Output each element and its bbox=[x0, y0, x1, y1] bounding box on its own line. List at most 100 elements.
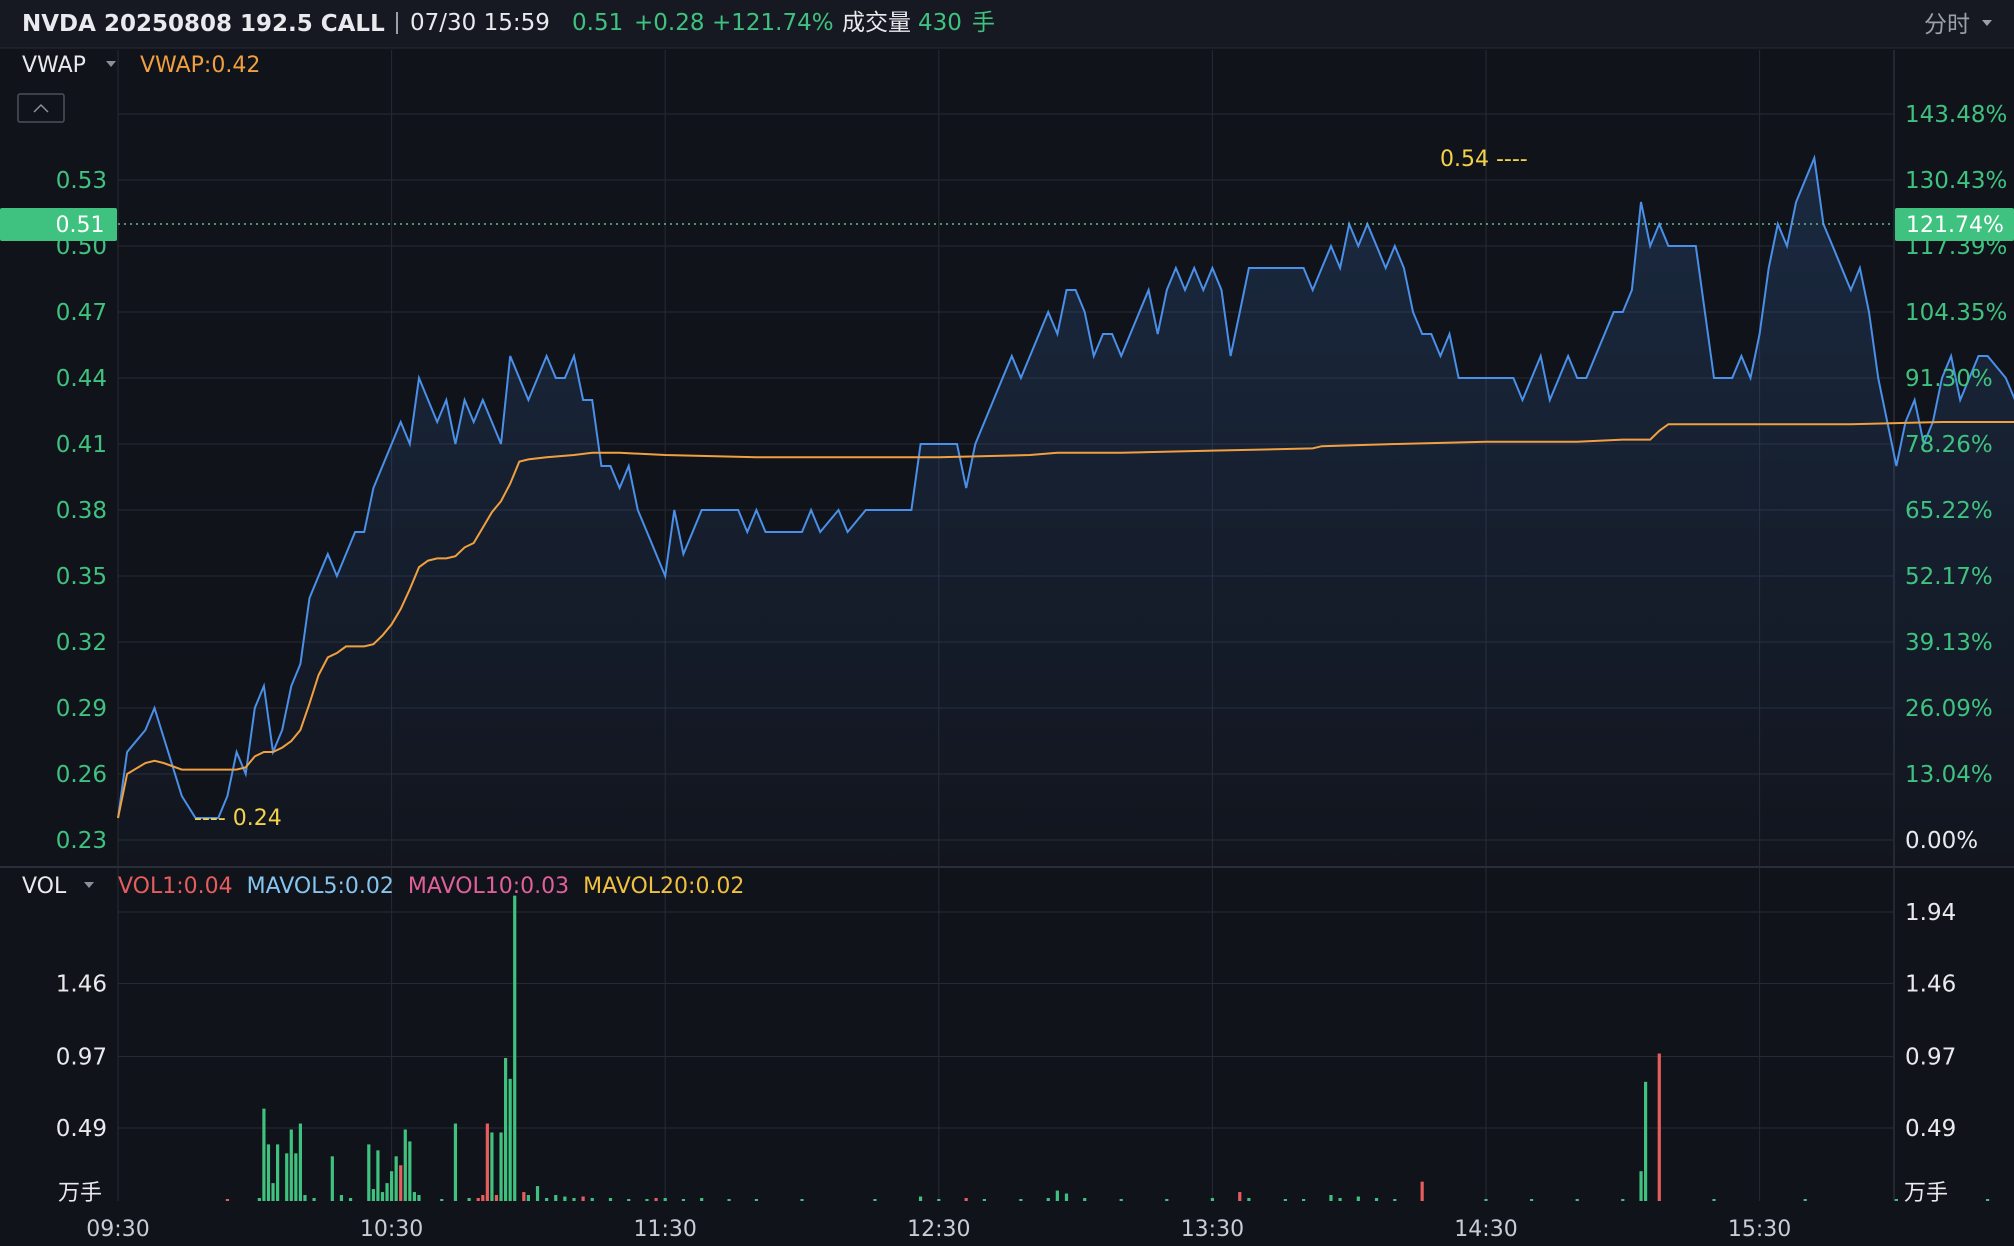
price-tick-label: 0.53 bbox=[56, 168, 107, 194]
pct-tick-label: 0.00% bbox=[1905, 828, 1978, 854]
volume-indicator-label[interactable]: VOL bbox=[22, 874, 67, 899]
pct-tick-label: 13.04% bbox=[1905, 762, 1993, 788]
volume-bar bbox=[681, 1199, 686, 1201]
volume-bar bbox=[1530, 1199, 1534, 1201]
volume-unit-left: 万手 bbox=[58, 1181, 102, 1206]
volume-bar bbox=[1238, 1192, 1242, 1201]
volume-bar bbox=[1986, 1199, 1990, 1201]
volume-bar bbox=[800, 1199, 804, 1201]
current-pct-tag-text: 121.74% bbox=[1906, 213, 2004, 238]
volume-tick-label: 0.97 bbox=[56, 1045, 107, 1071]
low-annotation: ---- 0.24 bbox=[194, 806, 282, 831]
volume-bar bbox=[700, 1198, 704, 1201]
volume-dropdown-icon[interactable] bbox=[84, 882, 94, 888]
volume-bar bbox=[1393, 1199, 1397, 1201]
period-selector[interactable]: 分时 bbox=[1924, 12, 1992, 38]
volume-value: 430 bbox=[918, 10, 962, 36]
volume-bar bbox=[390, 1171, 394, 1201]
volume-bar bbox=[257, 1198, 261, 1201]
volume-bar bbox=[481, 1195, 485, 1201]
volume-bar bbox=[476, 1198, 480, 1201]
period-dropdown-icon[interactable] bbox=[1982, 20, 1992, 26]
volume-bar bbox=[412, 1192, 416, 1201]
indicator-selector[interactable]: VWAP bbox=[22, 53, 116, 78]
volume-bar bbox=[330, 1156, 334, 1201]
time-axis: 09:30 10:30 11:30 12:30 13:30 14:30 15:30 bbox=[86, 1217, 1791, 1242]
volume-bar bbox=[1803, 1199, 1807, 1201]
volume-bar bbox=[522, 1192, 526, 1201]
price-right-axis: 143.48%130.43%117.39%104.35%91.30%78.26%… bbox=[1905, 102, 2007, 854]
volume-legend-item: VOL1:0.04 bbox=[118, 874, 233, 899]
price-change: +0.28 bbox=[634, 10, 704, 36]
volume-bar bbox=[1247, 1198, 1251, 1201]
volume-bar bbox=[1374, 1198, 1379, 1201]
volume-bar bbox=[294, 1153, 298, 1201]
price-tick-label: 0.38 bbox=[56, 498, 107, 524]
volume-bar bbox=[1621, 1199, 1625, 1201]
volume-bar bbox=[499, 1132, 503, 1201]
volume-bar bbox=[508, 1078, 512, 1201]
volume-bar bbox=[1575, 1199, 1579, 1201]
volume-bar bbox=[1083, 1198, 1087, 1201]
volume-right-axis: 1.94 1.46 0.97 0.49 bbox=[1905, 900, 1956, 1142]
volume-bar bbox=[627, 1199, 631, 1201]
volume-tick-label: 1.46 bbox=[1905, 972, 1956, 998]
pct-tick-label: 78.26% bbox=[1905, 432, 1993, 458]
volume-bar bbox=[271, 1183, 275, 1201]
collapse-button-frame[interactable] bbox=[17, 93, 65, 123]
time-tick-label: 09:30 bbox=[86, 1217, 149, 1242]
vwap-line bbox=[117, 421, 2014, 819]
volume-bar bbox=[225, 1199, 230, 1201]
indicator-label[interactable]: VWAP bbox=[22, 53, 86, 78]
volume-bar bbox=[1210, 1198, 1214, 1201]
period-label[interactable]: 分时 bbox=[1924, 12, 1970, 38]
volume-bar bbox=[1356, 1196, 1360, 1201]
volume-bar bbox=[303, 1195, 307, 1201]
volume-bar bbox=[1338, 1198, 1342, 1201]
volume-bar bbox=[535, 1186, 540, 1201]
volume-bar bbox=[1644, 1081, 1648, 1201]
price-tick-label: 0.32 bbox=[56, 630, 107, 656]
volume-bar bbox=[727, 1199, 731, 1201]
time-tick-label: 12:30 bbox=[907, 1217, 970, 1242]
time-tick-label: 10:30 bbox=[360, 1217, 423, 1242]
chevron-up-icon[interactable] bbox=[33, 103, 49, 113]
volume-bar bbox=[1657, 1053, 1661, 1201]
volume-bar bbox=[312, 1198, 316, 1201]
pct-tick-label: 130.43% bbox=[1905, 168, 2007, 194]
volume-bar bbox=[1119, 1199, 1123, 1201]
volume-bar bbox=[1329, 1195, 1333, 1201]
current-price: 0.51 bbox=[572, 10, 623, 36]
volume-grid bbox=[117, 867, 1895, 1201]
volume-tick-label: 1.94 bbox=[1905, 900, 1956, 926]
price-legend: VWAP VWAP:0.42 bbox=[17, 53, 260, 123]
volume-indicator-selector[interactable]: VOL bbox=[22, 874, 94, 899]
volume-bar bbox=[918, 1196, 923, 1201]
indicator-dropdown-icon[interactable] bbox=[106, 61, 116, 67]
volume-bar bbox=[339, 1195, 344, 1201]
price-tick-label: 0.47 bbox=[56, 300, 107, 326]
volume-tick-label: 0.97 bbox=[1905, 1045, 1956, 1071]
volume-bar bbox=[376, 1150, 380, 1201]
collapse-button[interactable] bbox=[17, 93, 65, 123]
volume-bar bbox=[1283, 1199, 1287, 1201]
volume-bar bbox=[1165, 1199, 1169, 1201]
volume-bar bbox=[581, 1196, 585, 1201]
time-tick-label: 11:30 bbox=[633, 1217, 696, 1242]
volume-bar bbox=[964, 1198, 968, 1201]
volume-bar bbox=[1484, 1199, 1488, 1201]
volume-tick-label: 0.49 bbox=[56, 1116, 107, 1142]
volume-bar bbox=[285, 1153, 289, 1201]
volume-bar bbox=[485, 1123, 489, 1201]
pct-tick-label: 39.13% bbox=[1905, 630, 1993, 656]
volume-bar bbox=[408, 1141, 412, 1201]
volume-unit: 手 bbox=[972, 10, 995, 36]
volume-legend-item: MAVOL10:0.03 bbox=[408, 874, 569, 899]
volume-bar bbox=[348, 1198, 353, 1201]
pct-tick-label: 52.17% bbox=[1905, 564, 1993, 590]
volume-bar bbox=[1019, 1199, 1023, 1201]
datetime: 07/30 15:59 bbox=[410, 10, 550, 36]
current-price-tag bbox=[0, 208, 117, 241]
volume-bar bbox=[1894, 1199, 1898, 1201]
